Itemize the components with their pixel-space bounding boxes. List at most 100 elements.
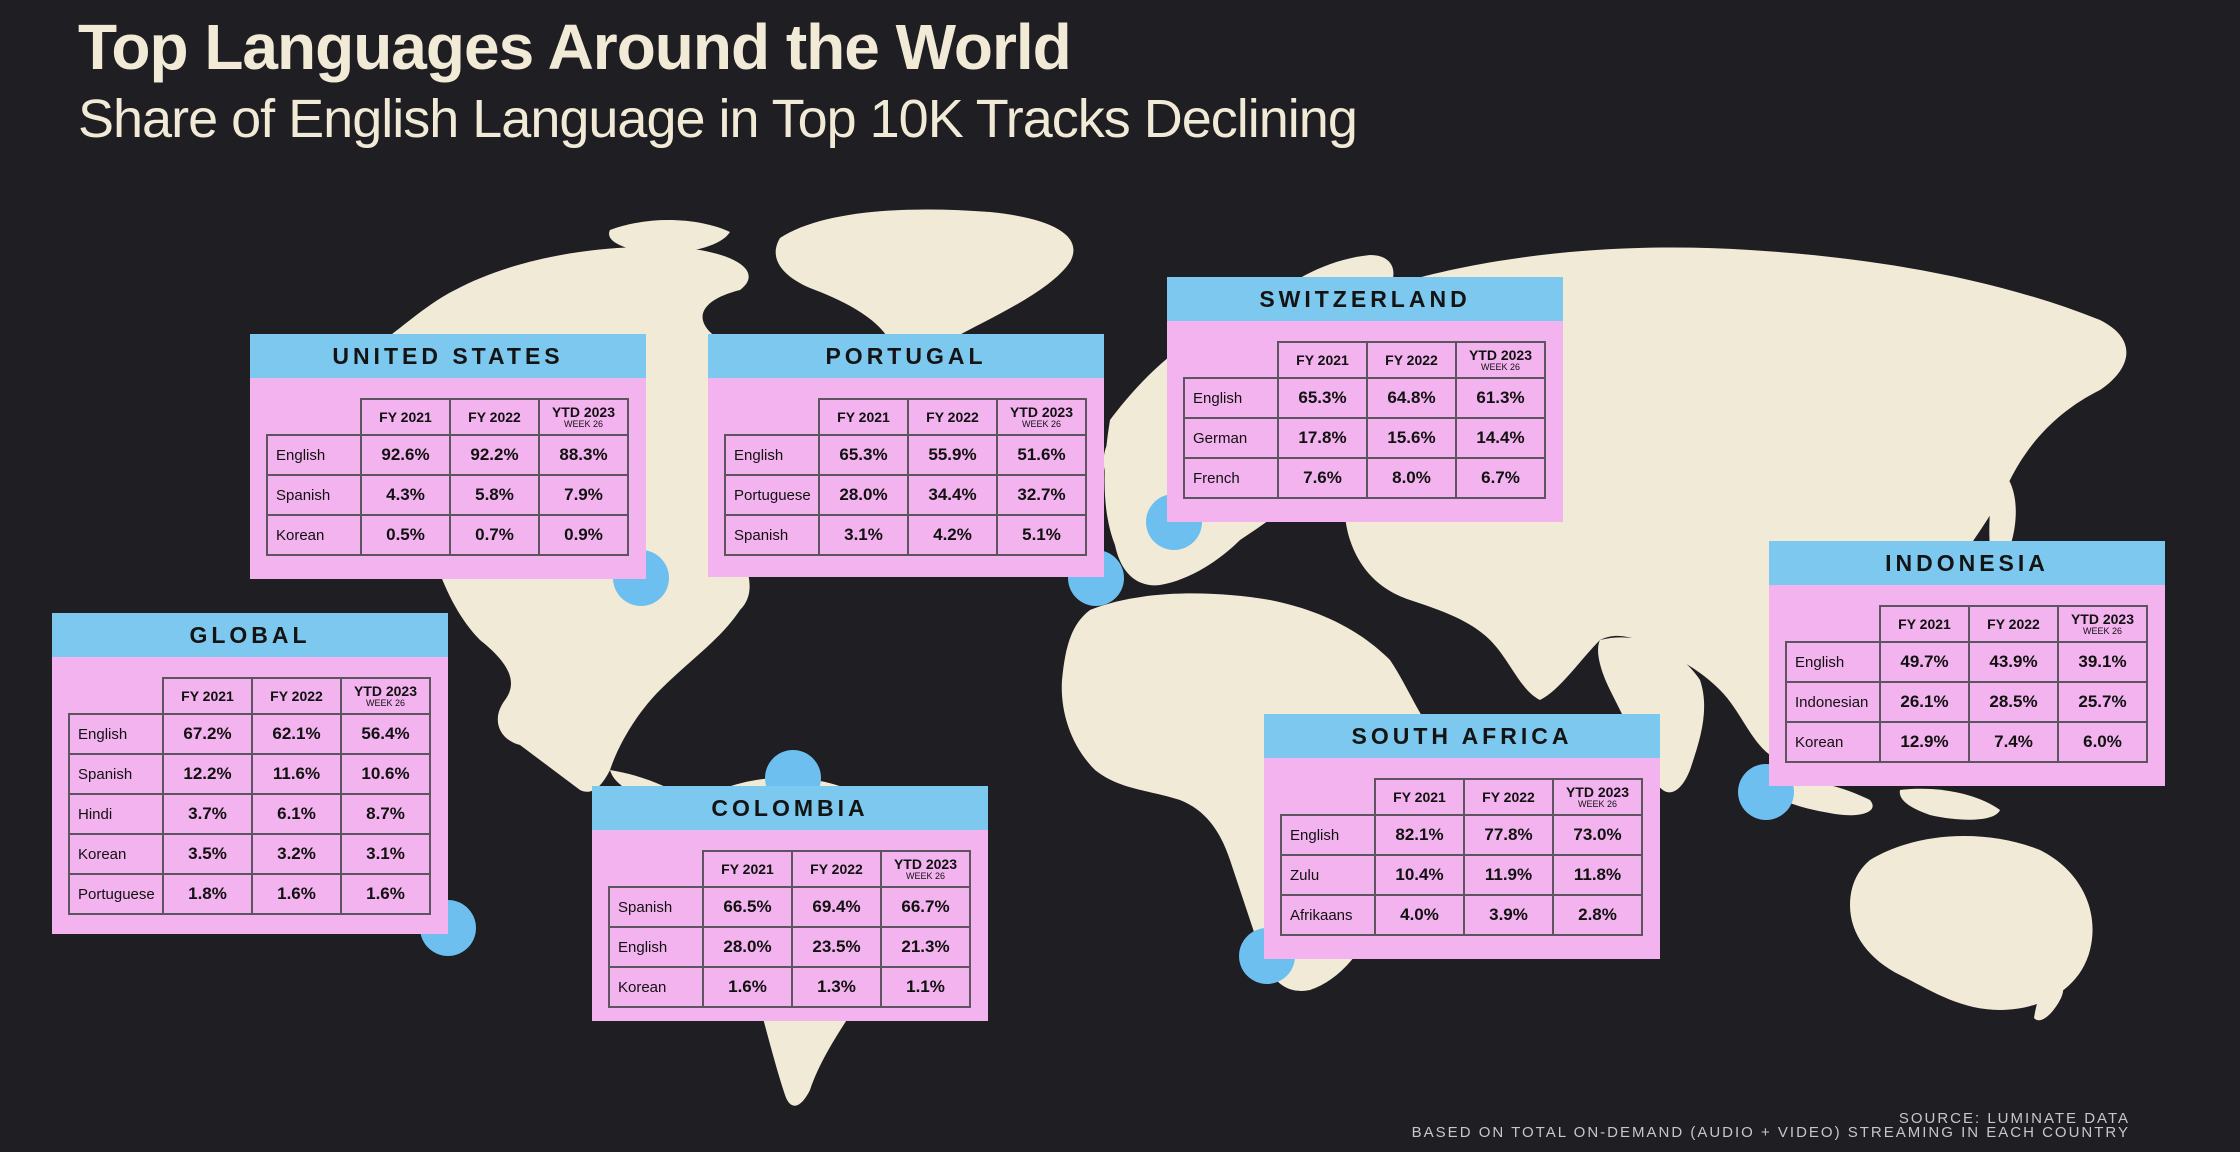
column-fy2021: FY 2021 bbox=[1879, 605, 1970, 643]
value-fy2021: 3.5% bbox=[162, 833, 253, 875]
header-spacer bbox=[1281, 779, 1375, 815]
card-title: UNITED STATES bbox=[250, 334, 646, 378]
card-title: INDONESIA bbox=[1769, 541, 2165, 585]
table-header-row: FY 2021 FY 2022 YTD 2023 WEEK 26 bbox=[267, 398, 629, 436]
value-fy2021: 12.9% bbox=[1879, 721, 1970, 763]
column-fy2021: FY 2021 bbox=[818, 398, 909, 436]
language-name: Afrikaans bbox=[1280, 894, 1376, 936]
value-fy2021: 49.7% bbox=[1879, 641, 1970, 683]
language-name: Spanish bbox=[724, 514, 820, 556]
value-fy2021: 92.6% bbox=[360, 434, 451, 476]
value-fy2022: 62.1% bbox=[251, 713, 342, 755]
stats-table: FY 2021 FY 2022 YTD 2023 WEEK 26 English 6… bbox=[68, 677, 431, 915]
column-week-label: WEEK 26 bbox=[1021, 419, 1061, 429]
column-week-label: WEEK 26 bbox=[1480, 362, 1520, 372]
value-fy2021: 65.3% bbox=[1277, 377, 1368, 419]
table-row: English 82.1% 77.8% 73.0% bbox=[1280, 814, 1643, 856]
value-ytd2023: 7.9% bbox=[538, 474, 629, 516]
column-week-label: WEEK 26 bbox=[365, 698, 405, 708]
column-ytd-label: YTD 2023 bbox=[353, 683, 418, 699]
value-ytd2023: 61.3% bbox=[1455, 377, 1546, 419]
language-name: French bbox=[1183, 457, 1279, 499]
value-ytd2023: 8.7% bbox=[340, 793, 431, 835]
table-row: English 65.3% 55.9% 51.6% bbox=[724, 434, 1087, 476]
language-name: Portuguese bbox=[68, 873, 164, 915]
table-row: Portuguese 1.8% 1.6% 1.6% bbox=[68, 873, 431, 915]
table-row: English 67.2% 62.1% 56.4% bbox=[68, 713, 431, 755]
table-row: Spanish 4.3% 5.8% 7.9% bbox=[266, 474, 629, 516]
column-fy2021: FY 2021 bbox=[1374, 778, 1465, 816]
column-ytd-label: YTD 2023 bbox=[2070, 611, 2135, 627]
stats-table: FY 2021 FY 2022 YTD 2023 WEEK 26 English 6… bbox=[724, 398, 1087, 556]
card-title: GLOBAL bbox=[52, 613, 448, 657]
value-fy2021: 0.5% bbox=[360, 514, 451, 556]
column-fy2021: FY 2021 bbox=[702, 850, 793, 888]
table-row: English 49.7% 43.9% 39.1% bbox=[1785, 641, 2148, 683]
value-fy2021: 3.1% bbox=[818, 514, 909, 556]
table-header-row: FY 2021 FY 2022 YTD 2023 WEEK 26 bbox=[69, 677, 431, 715]
japan bbox=[1989, 470, 2016, 559]
table-row: Spanish 3.1% 4.2% 5.1% bbox=[724, 514, 1087, 556]
card-switzerland: SWITZERLAND FY 2021 FY 2022 YTD 2023 WEEK… bbox=[1167, 277, 1563, 522]
value-fy2022: 7.4% bbox=[1968, 721, 2059, 763]
column-fy2022: FY 2022 bbox=[907, 398, 998, 436]
arctic-islands bbox=[609, 220, 730, 254]
value-ytd2023: 6.0% bbox=[2057, 721, 2148, 763]
value-fy2022: 15.6% bbox=[1366, 417, 1457, 459]
language-name: English bbox=[266, 434, 362, 476]
language-name: Korean bbox=[266, 514, 362, 556]
value-fy2022: 92.2% bbox=[449, 434, 540, 476]
value-ytd2023: 1.6% bbox=[340, 873, 431, 915]
value-fy2022: 28.5% bbox=[1968, 681, 2059, 723]
value-fy2022: 0.7% bbox=[449, 514, 540, 556]
value-fy2022: 4.2% bbox=[907, 514, 998, 556]
table-row: English 28.0% 23.5% 21.3% bbox=[608, 926, 971, 968]
card-title: COLOMBIA bbox=[592, 786, 988, 830]
value-ytd2023: 25.7% bbox=[2057, 681, 2148, 723]
column-fy2022: FY 2022 bbox=[1968, 605, 2059, 643]
table-row: English 92.6% 92.2% 88.3% bbox=[266, 434, 629, 476]
language-name: English bbox=[1183, 377, 1279, 419]
value-fy2021: 67.2% bbox=[162, 713, 253, 755]
language-name: Hindi bbox=[68, 793, 164, 835]
methodology-note: BASED ON TOTAL ON-DEMAND (AUDIO + VIDEO)… bbox=[1411, 1124, 2130, 1141]
column-ytd2023: YTD 2023 WEEK 26 bbox=[996, 398, 1087, 436]
table-header-row: FY 2021 FY 2022 YTD 2023 WEEK 26 bbox=[1184, 341, 1546, 379]
header-spacer bbox=[725, 399, 819, 435]
value-fy2022: 64.8% bbox=[1366, 377, 1457, 419]
value-ytd2023: 32.7% bbox=[996, 474, 1087, 516]
table-row: Spanish 12.2% 11.6% 10.6% bbox=[68, 753, 431, 795]
card-portugal: PORTUGAL FY 2021 FY 2022 YTD 2023 WEEK 26… bbox=[708, 334, 1104, 577]
value-fy2022: 3.2% bbox=[251, 833, 342, 875]
stats-table: FY 2021 FY 2022 YTD 2023 WEEK 26 English 9… bbox=[266, 398, 629, 556]
value-fy2021: 12.2% bbox=[162, 753, 253, 795]
card-global: GLOBAL FY 2021 FY 2022 YTD 2023 WEEK 26 E… bbox=[52, 613, 448, 934]
value-fy2021: 26.1% bbox=[1879, 681, 1970, 723]
language-name: Spanish bbox=[68, 753, 164, 795]
value-fy2022: 43.9% bbox=[1968, 641, 2059, 683]
value-fy2022: 34.4% bbox=[907, 474, 998, 516]
value-fy2021: 28.0% bbox=[702, 926, 793, 968]
column-ytd2023: YTD 2023 WEEK 26 bbox=[340, 677, 431, 715]
value-fy2021: 17.8% bbox=[1277, 417, 1368, 459]
papua bbox=[1899, 788, 2000, 820]
language-name: Korean bbox=[608, 966, 704, 1008]
value-fy2021: 65.3% bbox=[818, 434, 909, 476]
value-ytd2023: 66.7% bbox=[880, 886, 971, 928]
table-row: Spanish 66.5% 69.4% 66.7% bbox=[608, 886, 971, 928]
value-ytd2023: 3.1% bbox=[340, 833, 431, 875]
value-ytd2023: 56.4% bbox=[340, 713, 431, 755]
table-row: Indonesian 26.1% 28.5% 25.7% bbox=[1785, 681, 2148, 723]
table-row: Korean 12.9% 7.4% 6.0% bbox=[1785, 721, 2148, 763]
column-ytd-label: YTD 2023 bbox=[1565, 784, 1630, 800]
value-fy2021: 7.6% bbox=[1277, 457, 1368, 499]
value-fy2021: 28.0% bbox=[818, 474, 909, 516]
value-fy2021: 1.6% bbox=[702, 966, 793, 1008]
column-fy2022: FY 2022 bbox=[1366, 341, 1457, 379]
value-fy2022: 55.9% bbox=[907, 434, 998, 476]
column-ytd-label: YTD 2023 bbox=[551, 404, 616, 420]
column-fy2022: FY 2022 bbox=[251, 677, 342, 715]
column-fy2021: FY 2021 bbox=[1277, 341, 1368, 379]
column-ytd-label: YTD 2023 bbox=[1468, 347, 1533, 363]
value-ytd2023: 10.6% bbox=[340, 753, 431, 795]
